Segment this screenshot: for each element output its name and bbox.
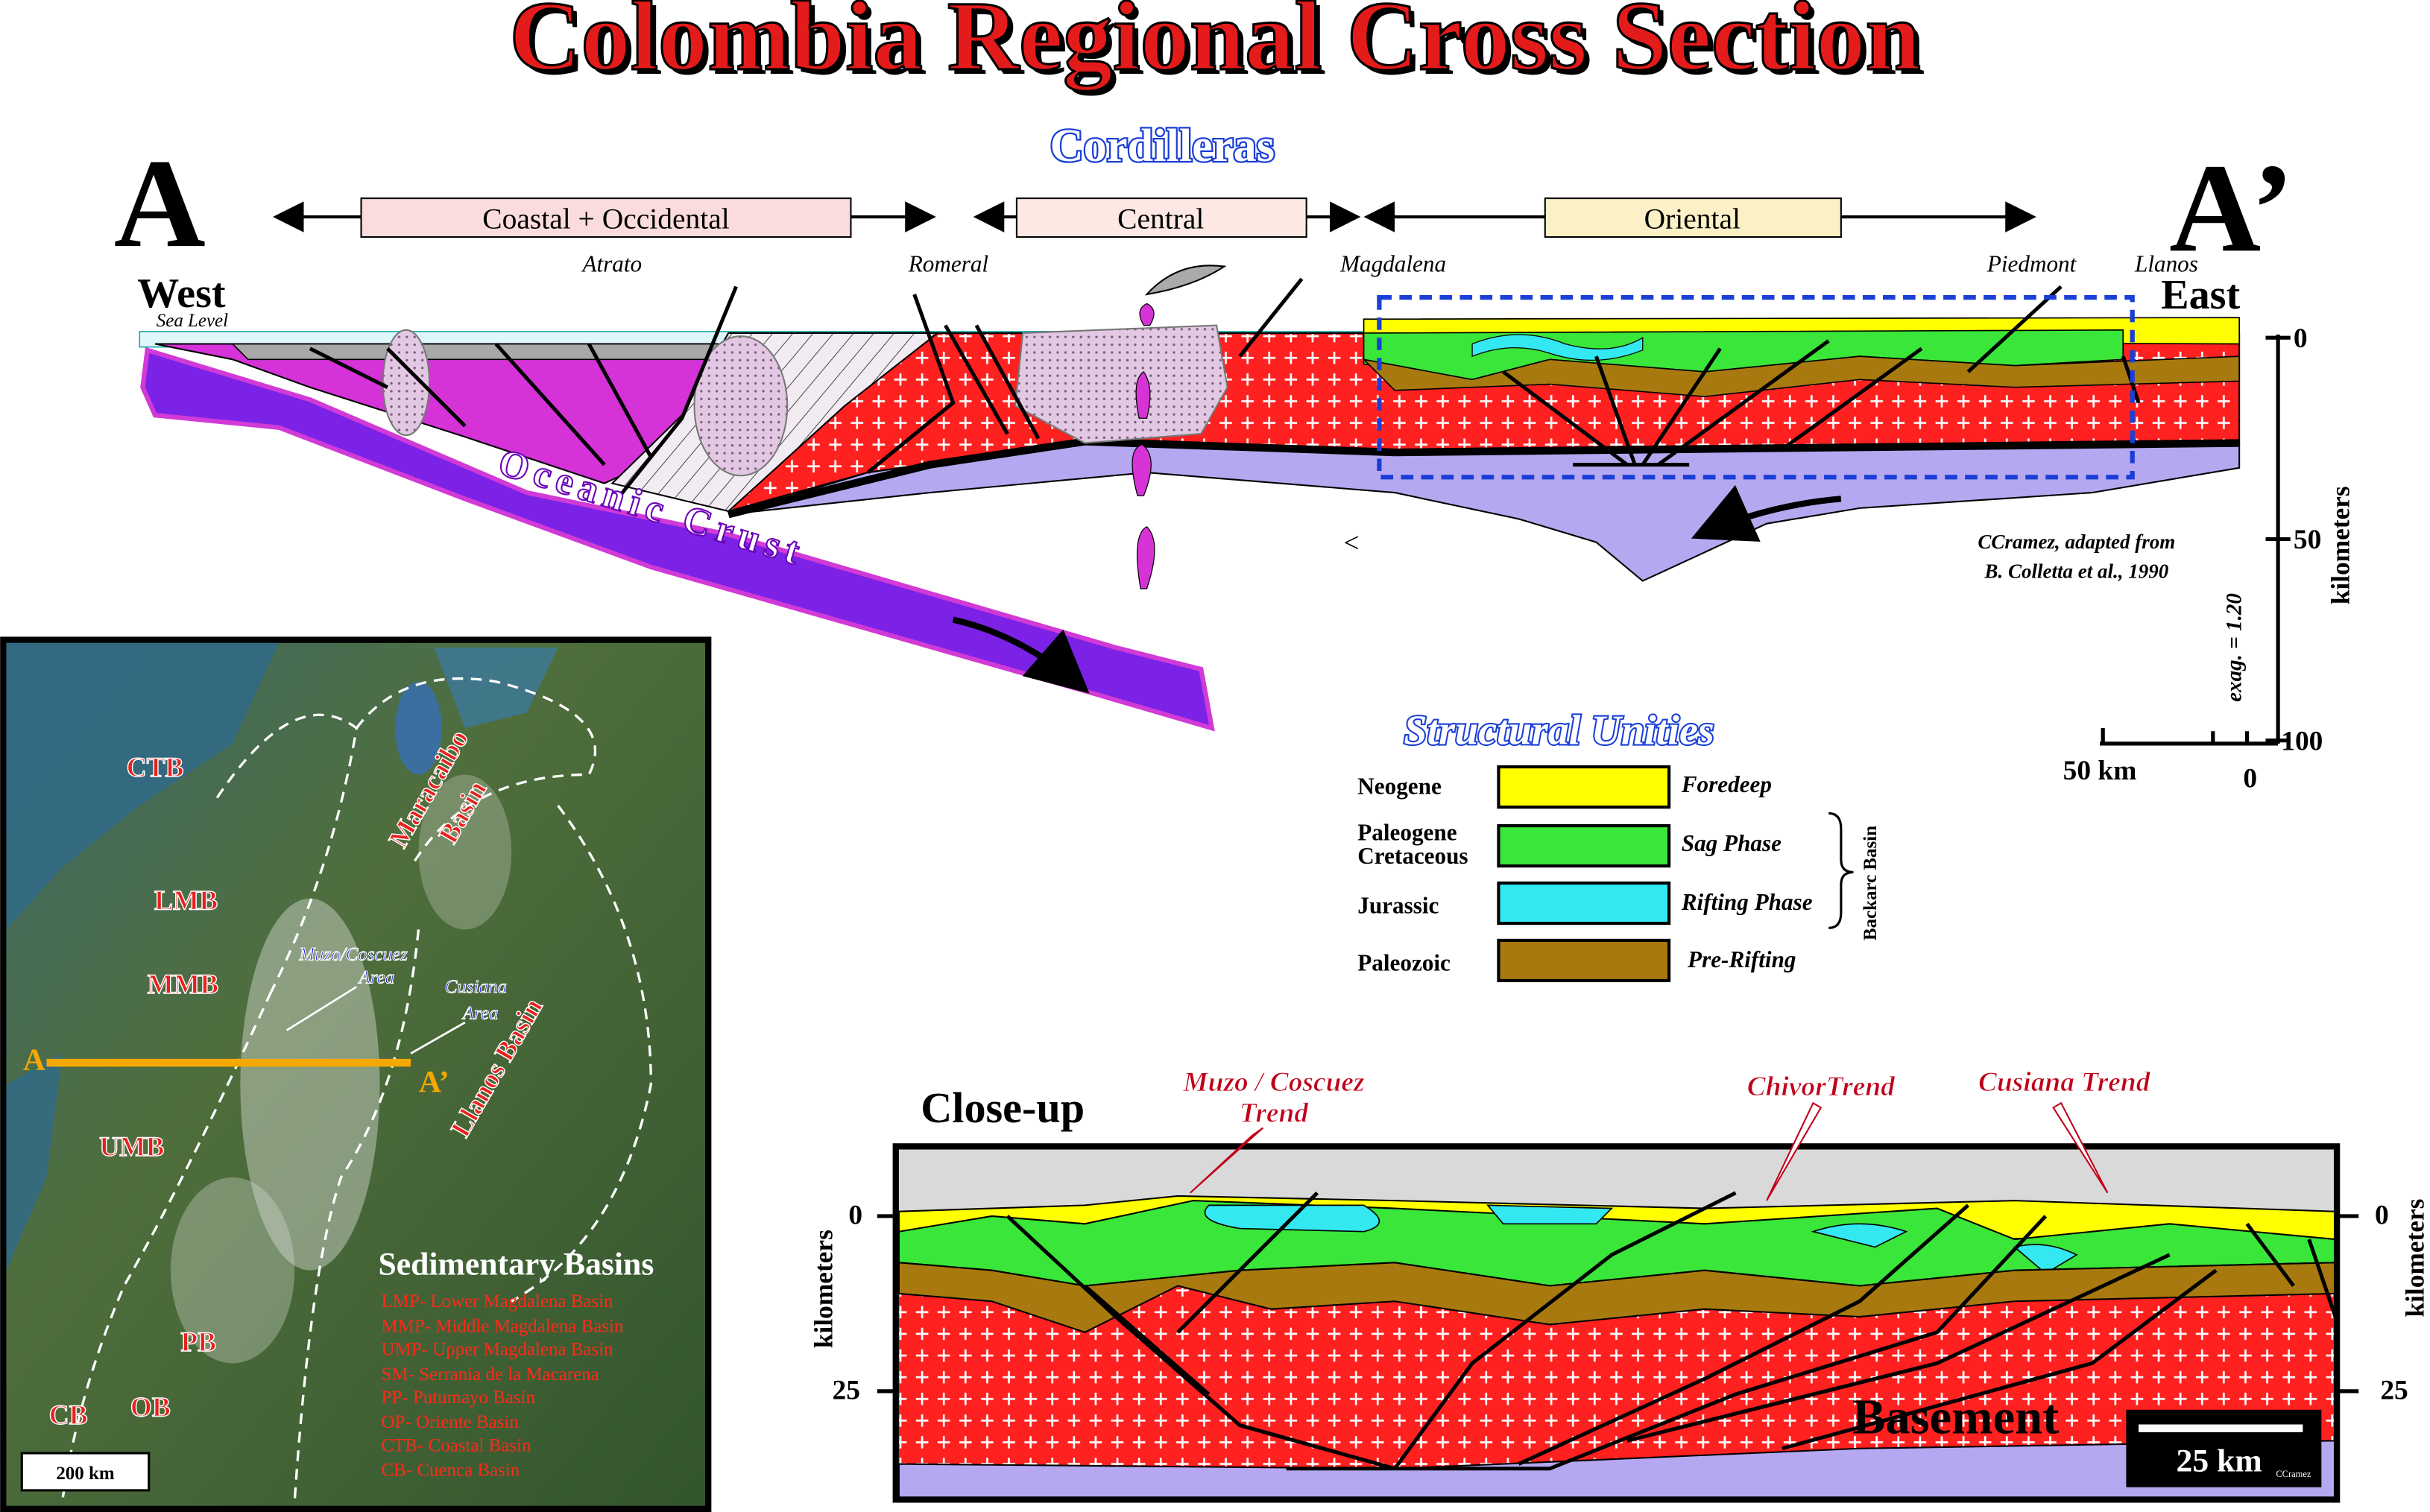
title-shadow: Colombia Regional Cross Section [514, 0, 1925, 95]
key-item: OP- Oriente Basin [382, 1412, 520, 1432]
legend-unit: Paleozoic [1357, 949, 1451, 975]
basin-label: CTB [127, 753, 184, 783]
key-item: SM- Serrania de la Macarena [382, 1364, 599, 1385]
legend-phase: Foredeep [1681, 771, 1772, 797]
legend-unit: Cretaceous [1357, 843, 1468, 869]
depth-tick-label: 25 [833, 1376, 860, 1406]
legend-unit: Jurassic [1357, 892, 1439, 918]
key-item: LMP- Lower Magdalena Basin [382, 1291, 613, 1312]
map-section-end: A’ [419, 1064, 449, 1098]
credit: B. Colletta et al., 1990 [1984, 560, 2168, 582]
legend-unit: Paleogene [1357, 820, 1457, 846]
west-label: West [137, 271, 226, 317]
depth-axis [2100, 335, 2291, 746]
axis-label: kilometers [2326, 486, 2355, 604]
area-label: Cusiana [445, 977, 507, 997]
basin-label: CB [49, 1400, 88, 1431]
locality: Atrato [581, 251, 642, 277]
locality: Romeral [908, 251, 988, 277]
range-label: Central [1117, 202, 1204, 235]
key-item: CB- Cuenca Basin [382, 1461, 520, 1481]
legend-group: Backarc Basin [1861, 826, 1881, 940]
range-arrows [273, 197, 2036, 238]
axis-label: kilometers [809, 1230, 838, 1348]
basin-label: LMB [154, 886, 218, 917]
range-label: Coastal + Occidental [482, 202, 729, 235]
depth-tick-label: 0 [2375, 1201, 2389, 1231]
legend-phase: Pre-Rifting [1687, 946, 1796, 972]
key-item: PP- Putumayo Basin [382, 1388, 536, 1408]
area-label: Area [358, 968, 395, 988]
range-label: Oriental [1644, 202, 1741, 235]
close-up-scale: 25 km [2177, 1443, 2262, 1479]
legend-title: Structural Unities [1404, 707, 1714, 753]
key-item: UMP- Upper Magdalena Basin [382, 1340, 613, 1360]
depth-tick-label: 100 [2281, 726, 2323, 756]
close-up-title: Close-up [921, 1084, 1085, 1132]
scale-bar-zero: 0 [2243, 763, 2257, 794]
key-title: Sedimentary Basins [379, 1247, 654, 1282]
basement-label: Basement [1852, 1391, 2059, 1445]
map-scale: 200 km [56, 1464, 115, 1484]
area-label: Area [461, 1003, 499, 1023]
basin-label: OB [130, 1392, 171, 1423]
subtitle: Cordilleras [1050, 120, 1275, 171]
axis-label: kilometers [2400, 1199, 2429, 1318]
depth-tick-label: 25 [2380, 1376, 2408, 1406]
trend-label: Cusiana Trend [1978, 1067, 2151, 1098]
close-up [877, 1101, 2359, 1503]
symbol: < [1343, 528, 1359, 558]
title: Colombia Regional Cross Section [509, 0, 1920, 91]
key-item: CTB- Coastal Basin [382, 1435, 531, 1455]
trend-label: Trend [1240, 1098, 1309, 1128]
east-label: East [2161, 272, 2240, 318]
key-item: MMP- Middle Magdalena Basin [382, 1316, 624, 1336]
locality: Llanos [2134, 251, 2198, 277]
basin-label: MMB [148, 969, 219, 1000]
area-label: Muzo/Coscuez [298, 944, 408, 964]
scale-bar-label: 50 km [2063, 756, 2137, 786]
section-start: A [114, 133, 206, 273]
locality: Piedmont [1986, 251, 2077, 277]
trend-label: Muzo / Coscuez [1182, 1067, 1365, 1098]
legend-swatches [1497, 765, 1854, 983]
legend-phase: Rifting Phase [1681, 889, 1813, 915]
locality: Magdalena [1339, 251, 1446, 277]
section-end: A’ [2169, 137, 2294, 278]
cross-section [139, 265, 2241, 732]
trend-label: ChivorTrend [1747, 1072, 1896, 1102]
close-up-credit: CCramez [2276, 1469, 2311, 1479]
depth-tick-label: 0 [848, 1201, 862, 1231]
map [0, 636, 712, 1512]
legend-phase: Sag Phase [1682, 830, 1782, 856]
depth-tick-label: 0 [2294, 323, 2308, 354]
exaggeration: exag. = 1.20 [2223, 593, 2247, 702]
basin-label: UMB [99, 1132, 164, 1163]
map-section-start: A [23, 1043, 45, 1077]
sea-level-label: Sea Level [157, 311, 228, 331]
legend-unit: Neogene [1357, 773, 1442, 799]
basin-label: PB [180, 1327, 216, 1358]
credit: CCramez, adapted from [1978, 531, 2175, 553]
depth-tick-label: 50 [2294, 525, 2321, 555]
